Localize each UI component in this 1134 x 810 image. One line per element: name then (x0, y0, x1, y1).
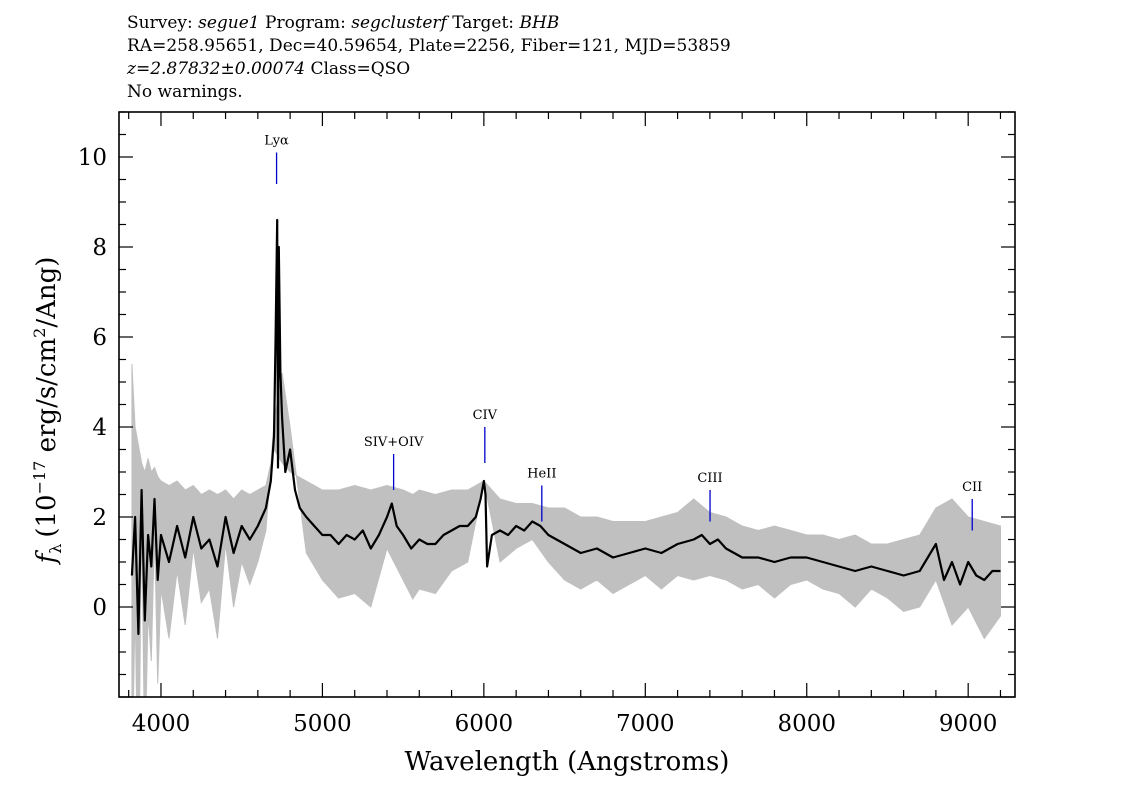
x-tick-label: 5000 (293, 711, 352, 737)
x-tick-label: 6000 (455, 711, 514, 737)
emission-line-label-ciii: CIII (697, 471, 722, 486)
emission-line-label-siv-oiv: SIV+OIV (364, 435, 424, 450)
program-label: Program: (265, 13, 346, 33)
y-axis-label-pre: (10 (32, 494, 62, 537)
header-line-3: z=2.87832±0.00074 Class=QSO (127, 58, 731, 81)
y-tick-label: 2 (92, 505, 107, 531)
y-axis-label-mid: erg/s/cm (32, 338, 62, 461)
y-tick-label: 8 (92, 235, 107, 261)
class-value: Class=QSO (310, 59, 411, 79)
y-axis-label-symbol-sub: λ (46, 544, 65, 554)
spectrum-header: Survey: segue1 Program: segclusterf Targ… (127, 12, 731, 104)
y-tick-label: 10 (78, 145, 107, 171)
header-line-1: Survey: segue1 Program: segclusterf Targ… (127, 12, 731, 35)
y-tick-label: 0 (92, 595, 107, 621)
emission-line-label-ly-: Lyα (264, 134, 289, 149)
plot-frame (118, 111, 1016, 698)
emission-line-label-civ: CIV (473, 408, 498, 423)
error-band (131, 363, 1001, 697)
emission-line-label-heii: HeII (527, 467, 556, 482)
x-tick-label: 8000 (777, 711, 836, 737)
emission-line-label-cii: CII (962, 480, 982, 495)
x-tick-label: 7000 (616, 711, 675, 737)
x-axis-label: Wavelength (Angstroms) (405, 747, 730, 777)
x-tick-label: 9000 (939, 711, 998, 737)
y-axis-label-exp: −17 (30, 461, 49, 495)
program-value: segclusterf (351, 13, 447, 33)
survey-value: segue1 (198, 13, 260, 33)
y-axis-label-post: /Ang) (32, 257, 62, 328)
plot-clip-group (130, 218, 1001, 697)
header-line-2: RA=258.95651, Dec=40.59654, Plate=2256, … (127, 36, 731, 56)
y-tick-label: 4 (92, 415, 107, 441)
survey-label: Survey: (127, 13, 193, 33)
target-label: Target: (452, 13, 515, 33)
flux-line (130, 218, 1001, 636)
y-tick-label: 6 (92, 325, 107, 351)
plot-content: Lyα SIV+OIV CIV HeII CIII CII (130, 134, 1001, 697)
warnings-text: No warnings. (127, 82, 243, 102)
target-value: BHB (519, 13, 560, 33)
axes: 4000 5000 6000 7000 8000 9000 0 2 4 6 8 10 (78, 111, 1015, 737)
y-axis-label-exp2: 2 (30, 328, 49, 338)
x-tick-label: 4000 (132, 711, 191, 737)
redshift-value: z=2.87832±0.00074 (127, 59, 306, 79)
y-axis-label: fλ(10−17 erg/s/cm2/Ang) (30, 257, 65, 566)
